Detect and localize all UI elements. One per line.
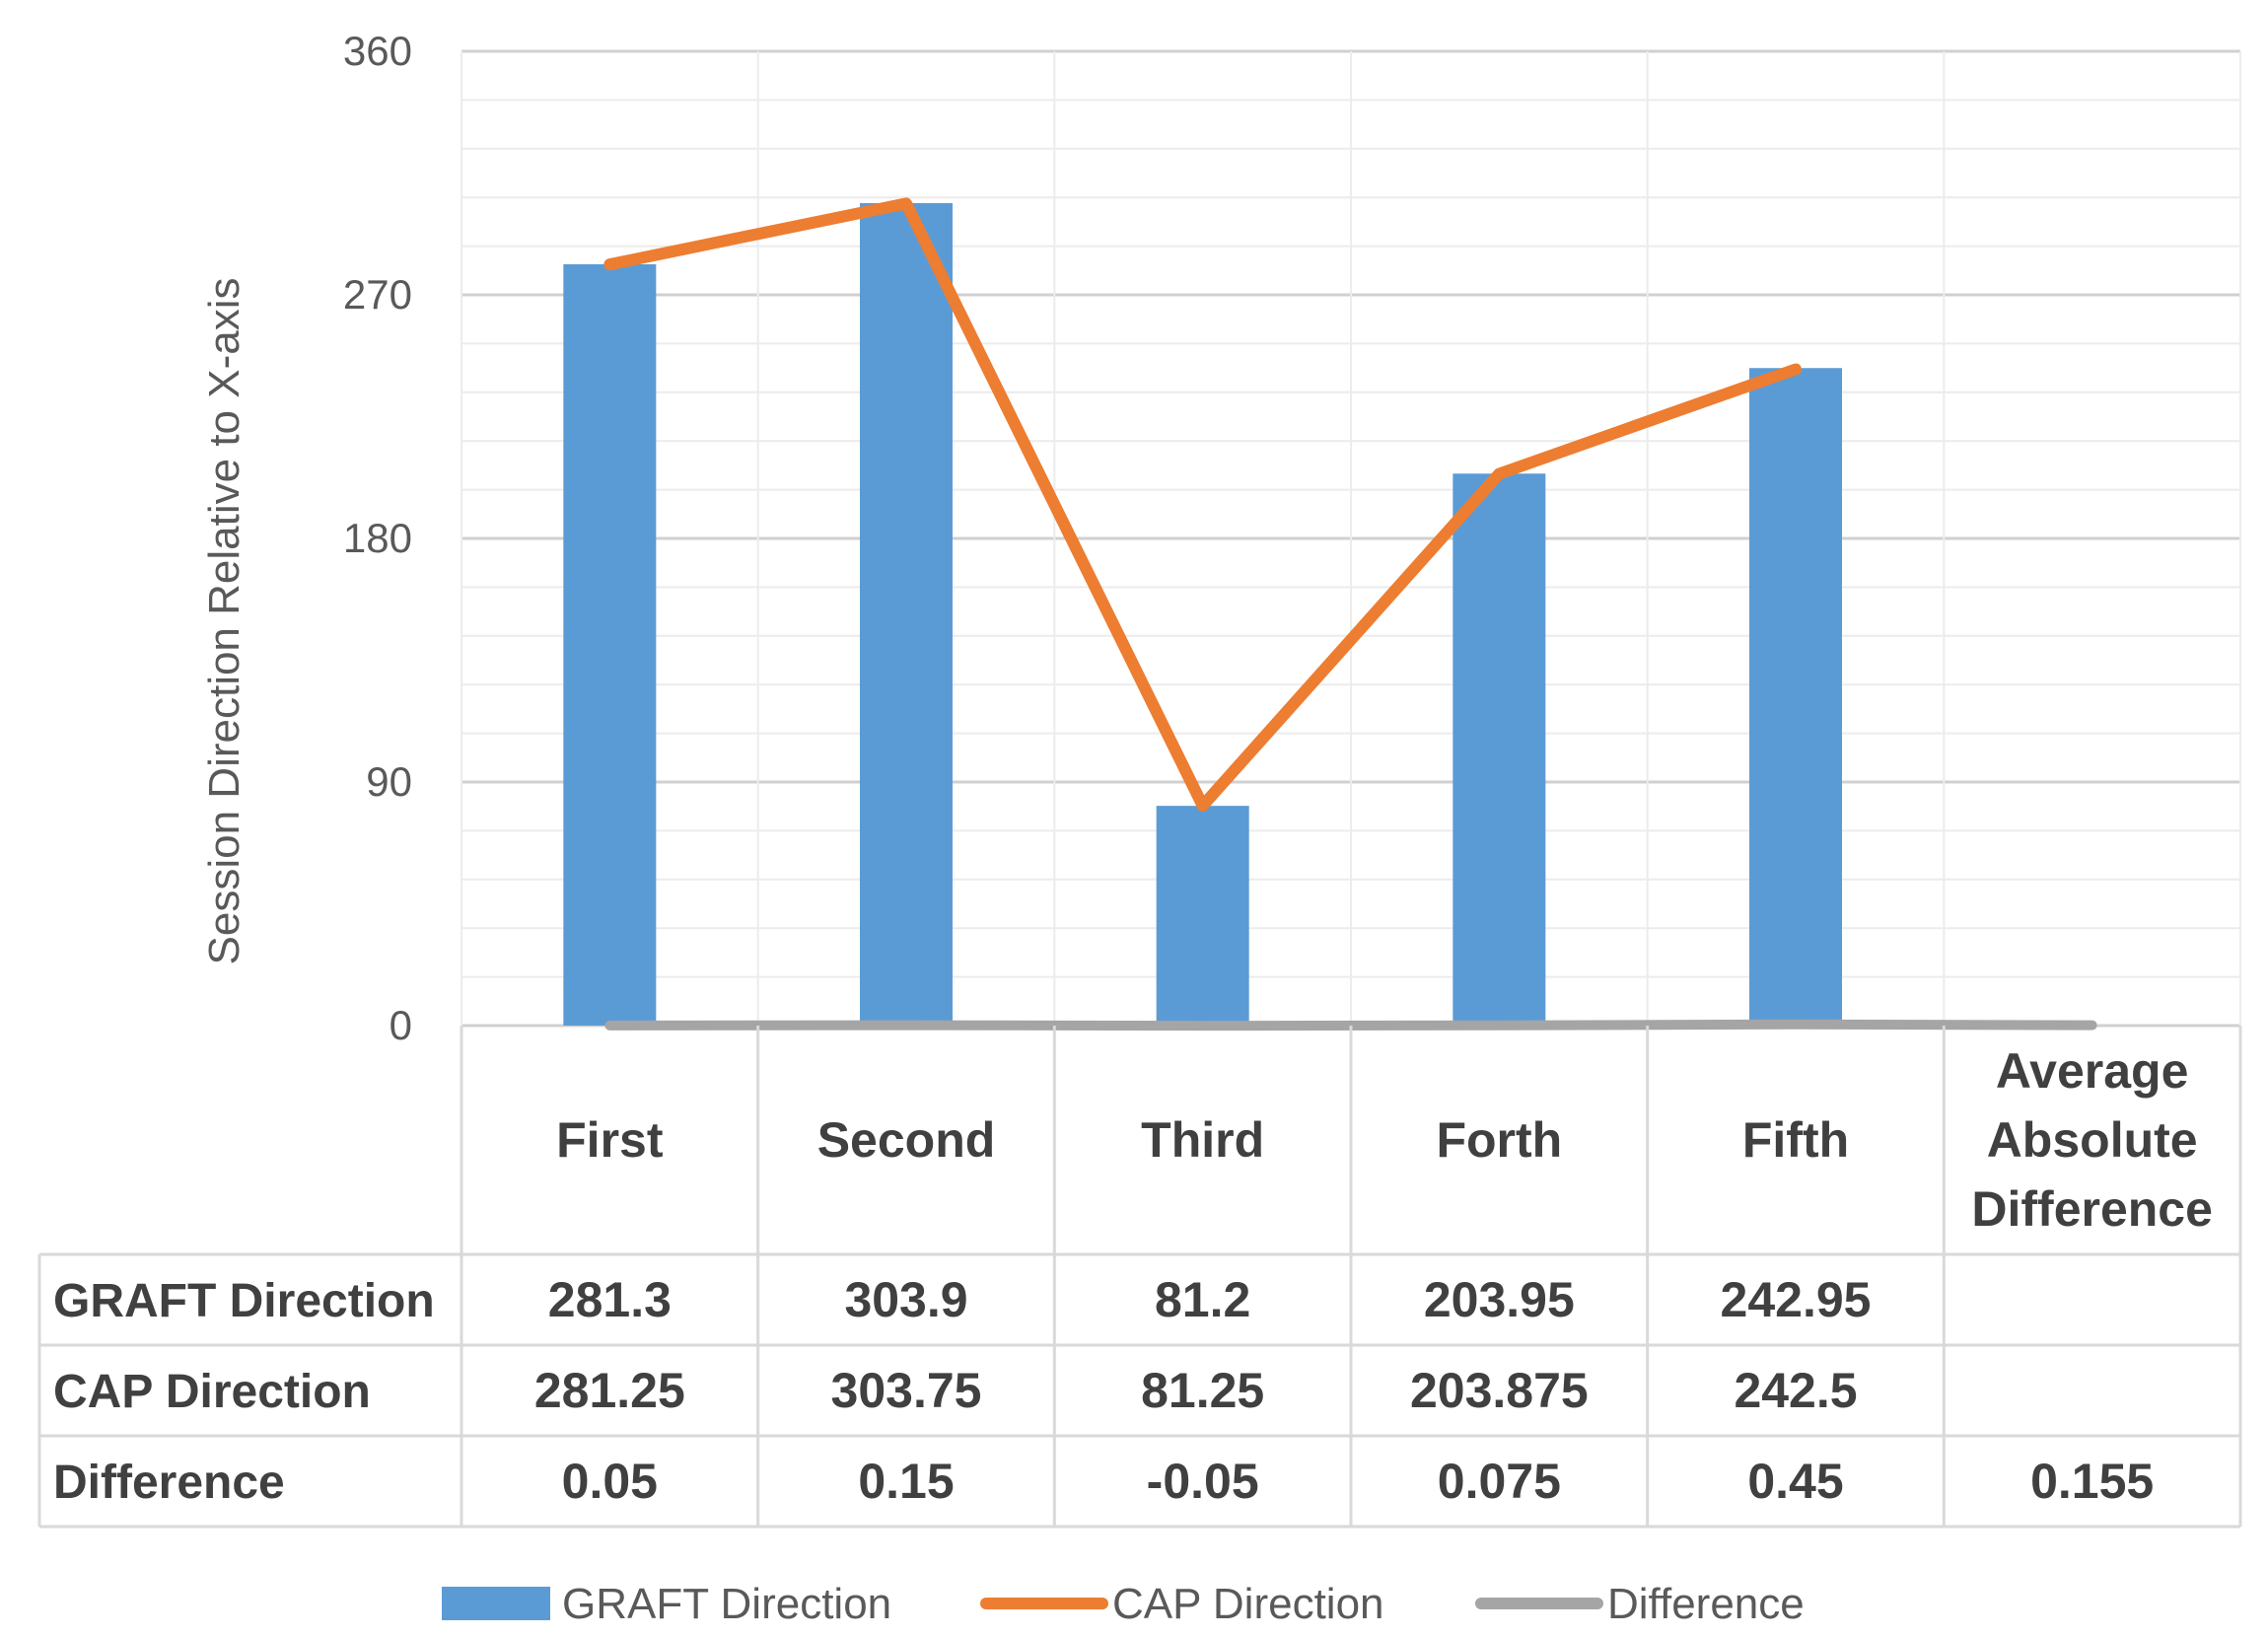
bar-graft-direction — [1156, 806, 1249, 1026]
table-row-header: CAP Direction — [53, 1366, 371, 1418]
category-label-line: Third — [1141, 1112, 1264, 1168]
category-label-line: First — [556, 1112, 664, 1168]
y-tick-label: 360 — [343, 28, 412, 74]
category-label: Average Absolute Difference — [1971, 1043, 2213, 1237]
table-cell-value: 0.155 — [2030, 1454, 2154, 1509]
line-series — [603, 197, 2097, 1032]
table-cell-value: 303.9 — [844, 1272, 967, 1327]
category-label-line: Second — [817, 1112, 996, 1168]
bar-graft-direction — [860, 202, 953, 1027]
category-label: Second — [817, 1112, 996, 1168]
data-table: First Second Third Forth Fifth Average Absolut… — [37, 1026, 2242, 1529]
y-tick-label: 270 — [343, 271, 412, 318]
bar-graft-direction — [1453, 473, 1546, 1026]
category-label-line: Difference — [1971, 1181, 2213, 1237]
y-tick-label: 180 — [343, 515, 412, 561]
y-tick-label: 0 — [390, 1002, 412, 1048]
category-label: Fifth — [1742, 1112, 1849, 1168]
legend-swatch-graft-direction — [442, 1587, 550, 1620]
table-row-header: Difference — [53, 1457, 285, 1509]
category-label-line: Average — [1996, 1043, 2188, 1099]
table-cell-value: 0.15 — [858, 1454, 954, 1509]
category-label-line: Fifth — [1742, 1112, 1849, 1168]
table-cell-value: 0.05 — [562, 1454, 658, 1509]
legend-label: CAP Direction — [1112, 1580, 1384, 1628]
y-tick-label: 90 — [366, 758, 412, 805]
table-cell-value: 281.25 — [534, 1363, 685, 1418]
category-label: Third — [1141, 1112, 1264, 1168]
y-axis: 0 90 180 270 360 — [343, 28, 412, 1048]
category-label: Forth — [1436, 1112, 1562, 1168]
table-cell-value: 281.3 — [548, 1272, 672, 1327]
y-axis-label: Session Direction Relative to X-axis — [200, 278, 248, 965]
bar-graft-direction — [1749, 368, 1842, 1027]
legend-label: Difference — [1607, 1580, 1805, 1628]
bar-series — [563, 202, 1842, 1027]
table-cell-value: 303.75 — [831, 1363, 982, 1418]
legend-label: GRAFT Direction — [562, 1580, 891, 1628]
table-cell-value: 81.2 — [1155, 1272, 1250, 1327]
table-cell-value: 81.25 — [1141, 1363, 1264, 1418]
category-label-line: Absolute — [1987, 1112, 2198, 1168]
line-difference — [604, 1019, 2097, 1032]
legend: GRAFT Direction CAP Direction Difference — [442, 1580, 1805, 1628]
table-cell-value: 0.075 — [1438, 1454, 1561, 1509]
table-row-header: GRAFT Direction — [53, 1275, 435, 1327]
bar-graft-direction — [563, 263, 657, 1026]
table-cell-value: 0.45 — [1747, 1454, 1843, 1509]
category-label-line: Forth — [1436, 1112, 1562, 1168]
table-cell-value: 242.5 — [1734, 1363, 1857, 1418]
table-cell-value: 242.95 — [1721, 1272, 1872, 1327]
table-cell-value: -0.05 — [1147, 1454, 1259, 1509]
table-cell-value: 203.95 — [1424, 1272, 1575, 1327]
table-cell-value: 203.875 — [1410, 1363, 1589, 1418]
gridlines — [461, 49, 2241, 1028]
category-label: First — [556, 1112, 664, 1168]
